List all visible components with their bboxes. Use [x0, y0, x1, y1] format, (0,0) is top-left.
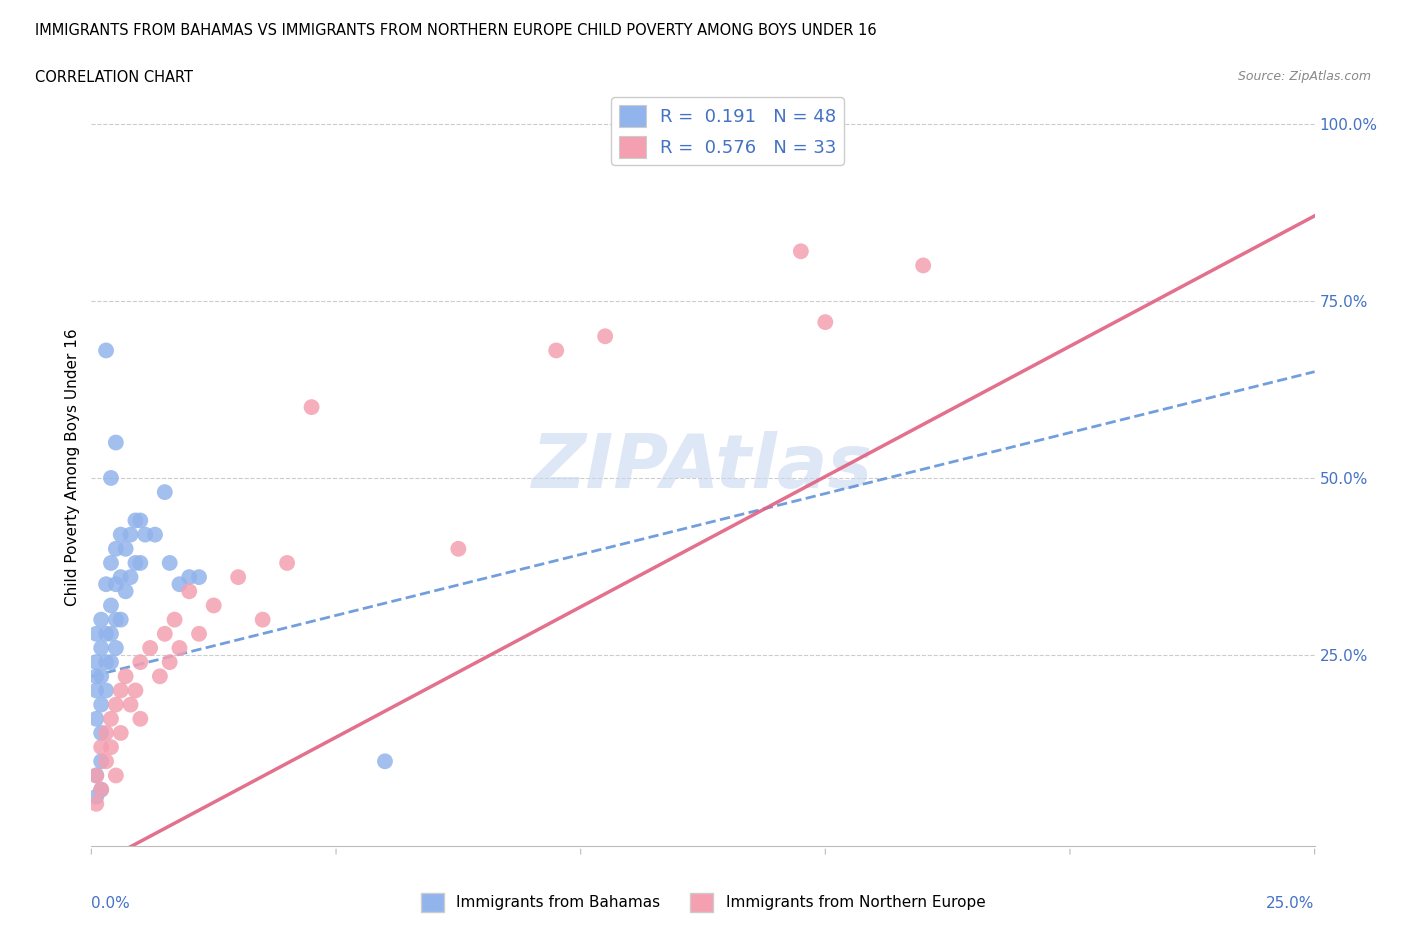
Point: [120, 698, 142, 712]
Point: [129, 711, 152, 726]
Point: [129, 555, 152, 570]
Point: [100, 598, 122, 613]
Point: [110, 683, 132, 698]
Y-axis label: Child Poverty Among Boys Under 16: Child Poverty Among Boys Under 16: [65, 328, 80, 606]
Point: [104, 698, 127, 712]
Point: [124, 513, 146, 528]
Point: [149, 669, 172, 684]
Point: [114, 669, 136, 684]
Legend: R =  0.191   N = 48, R =  0.576   N = 33: R = 0.191 N = 48, R = 0.576 N = 33: [612, 98, 844, 165]
Point: [94, 655, 117, 670]
Point: [100, 711, 122, 726]
Point: [84, 711, 107, 726]
Point: [301, 400, 323, 415]
Point: [94, 343, 117, 358]
Point: [276, 555, 298, 570]
Point: [90, 669, 112, 684]
Point: [110, 612, 132, 627]
Point: [100, 739, 122, 754]
Text: 0.0%: 0.0%: [91, 896, 131, 910]
Legend: Immigrants from Bahamas, Immigrants from Northern Europe: Immigrants from Bahamas, Immigrants from…: [415, 887, 991, 918]
Point: [124, 683, 146, 698]
Point: [90, 698, 112, 712]
Point: [134, 527, 156, 542]
Point: [179, 584, 201, 599]
Point: [163, 612, 186, 627]
Point: [124, 555, 146, 570]
Text: ZIPAtlas: ZIPAtlas: [533, 431, 873, 504]
Point: [114, 584, 136, 599]
Point: [104, 435, 127, 450]
Point: [94, 577, 117, 591]
Point: [374, 754, 396, 769]
Point: [114, 541, 136, 556]
Point: [169, 577, 191, 591]
Point: [188, 570, 211, 585]
Point: [84, 626, 107, 641]
Point: [84, 796, 107, 811]
Point: [129, 655, 152, 670]
Point: [912, 258, 935, 272]
Point: [110, 725, 132, 740]
Point: [593, 329, 616, 344]
Point: [100, 471, 122, 485]
Point: [84, 768, 107, 783]
Text: IMMIGRANTS FROM BAHAMAS VS IMMIGRANTS FROM NORTHERN EUROPE CHILD POVERTY AMONG B: IMMIGRANTS FROM BAHAMAS VS IMMIGRANTS FR…: [35, 23, 877, 38]
Point: [159, 655, 181, 670]
Point: [90, 739, 112, 754]
Point: [153, 626, 176, 641]
Point: [90, 725, 112, 740]
Point: [790, 244, 813, 259]
Point: [90, 782, 112, 797]
Point: [100, 626, 122, 641]
Point: [94, 725, 117, 740]
Text: CORRELATION CHART: CORRELATION CHART: [35, 70, 193, 85]
Point: [84, 768, 107, 783]
Point: [90, 782, 112, 797]
Point: [90, 612, 112, 627]
Point: [110, 570, 132, 585]
Point: [129, 513, 152, 528]
Point: [104, 641, 127, 656]
Point: [110, 527, 132, 542]
Point: [447, 541, 470, 556]
Point: [169, 641, 191, 656]
Point: [84, 669, 107, 684]
Point: [159, 555, 181, 570]
Point: [90, 641, 112, 656]
Point: [252, 612, 274, 627]
Point: [84, 683, 107, 698]
Text: 25.0%: 25.0%: [1267, 896, 1315, 910]
Point: [100, 555, 122, 570]
Point: [100, 655, 122, 670]
Point: [120, 570, 142, 585]
Point: [120, 527, 142, 542]
Point: [104, 541, 127, 556]
Point: [153, 485, 176, 499]
Point: [143, 527, 166, 542]
Point: [202, 598, 225, 613]
Point: [104, 577, 127, 591]
Point: [94, 754, 117, 769]
Point: [94, 683, 117, 698]
Point: [90, 754, 112, 769]
Point: [179, 570, 201, 585]
Point: [546, 343, 568, 358]
Point: [84, 655, 107, 670]
Point: [104, 768, 127, 783]
Point: [139, 641, 162, 656]
Point: [104, 612, 127, 627]
Point: [188, 626, 211, 641]
Point: [84, 790, 107, 804]
Text: Source: ZipAtlas.com: Source: ZipAtlas.com: [1237, 70, 1371, 83]
Point: [226, 570, 249, 585]
Point: [94, 626, 117, 641]
Point: [814, 314, 837, 329]
